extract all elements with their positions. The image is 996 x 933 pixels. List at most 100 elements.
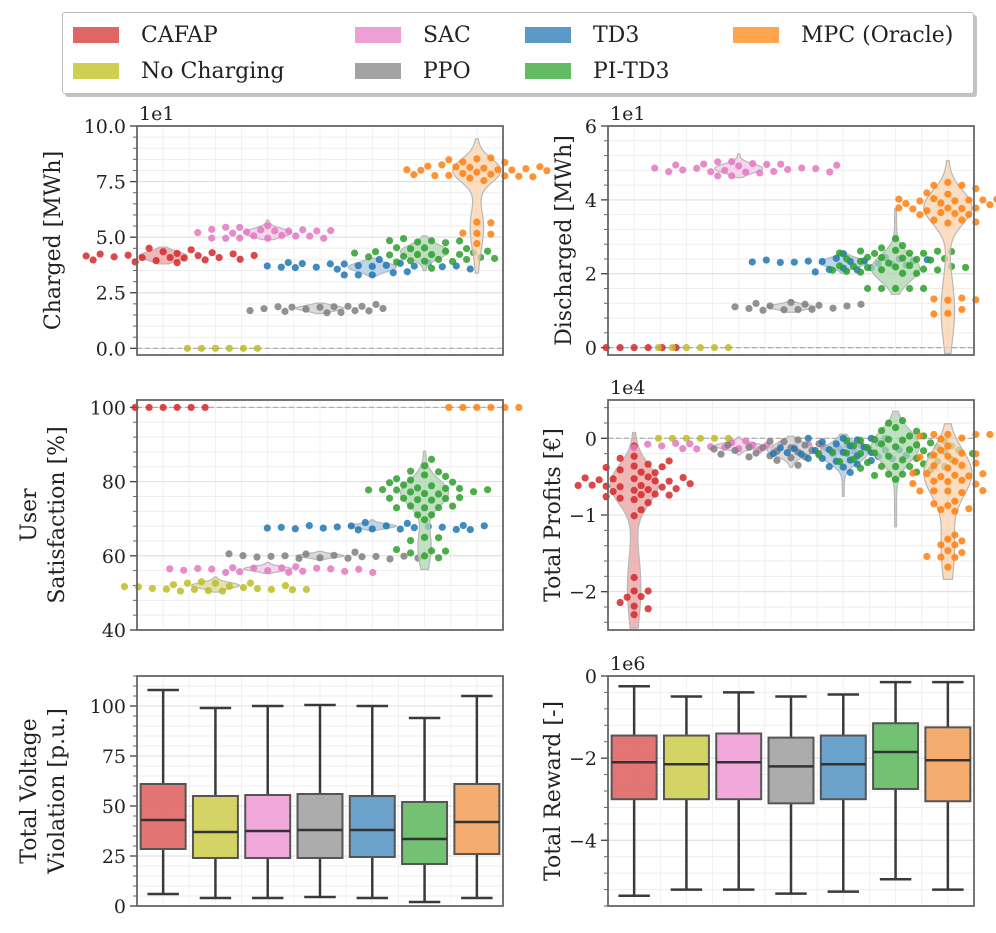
data-point [382, 261, 390, 269]
data-point [278, 231, 286, 239]
data-point [909, 469, 917, 477]
data-point [724, 441, 732, 449]
data-point [937, 553, 945, 561]
data-point [609, 475, 617, 483]
data-point [686, 440, 694, 448]
data-point [710, 344, 719, 352]
data-point [937, 446, 945, 454]
data-point [420, 489, 429, 498]
data-point [197, 344, 206, 352]
data-point [658, 442, 666, 450]
data-point [480, 522, 488, 530]
data-point [944, 204, 952, 212]
y-tick-label: 0 [585, 666, 597, 688]
data-point [679, 444, 687, 453]
data-point [898, 269, 907, 277]
data-point [281, 582, 290, 590]
data-point [644, 486, 652, 494]
data-point [588, 481, 596, 489]
box-6 [453, 783, 501, 855]
data-point [368, 525, 376, 533]
data-point [264, 234, 272, 242]
data-point [944, 464, 952, 472]
data-point [253, 584, 262, 593]
data-point [239, 584, 248, 592]
data-point [717, 450, 725, 458]
box-4 [819, 734, 867, 801]
data-point [828, 448, 837, 457]
data-point [448, 257, 457, 266]
data-point [958, 204, 966, 213]
y-axis-label-line: Discharged [MWh] [552, 135, 577, 346]
data-point [236, 223, 244, 232]
y-tick-label: −2 [569, 748, 597, 770]
data-point [445, 403, 453, 412]
data-point [399, 481, 408, 489]
data-point [239, 552, 247, 560]
data-point [473, 218, 481, 226]
data-point [856, 464, 865, 472]
data-point [134, 583, 143, 591]
box-1 [191, 795, 239, 859]
data-point [434, 503, 443, 512]
legend-item-pi-td3: PI-TD3 [525, 57, 669, 85]
y-axis-label: Total Reward [-] [541, 701, 566, 881]
data-point [637, 592, 645, 601]
data-point [180, 254, 188, 262]
data-point [944, 477, 952, 486]
data-point [787, 454, 795, 462]
data-point [490, 254, 499, 263]
data-point [459, 169, 467, 178]
data-point [630, 452, 638, 460]
data-point [392, 504, 401, 512]
data-point [285, 568, 293, 576]
data-point [630, 587, 638, 595]
data-point [487, 230, 495, 238]
legend-item-no-charging: No Charging [73, 57, 285, 85]
y-tick-label: 75 [102, 746, 126, 768]
data-point [721, 166, 729, 175]
data-point [811, 268, 819, 276]
data-point [654, 434, 663, 442]
data-point [277, 523, 285, 531]
data-point [891, 284, 900, 293]
data-point [434, 554, 443, 562]
data-point [427, 496, 436, 504]
data-point [696, 434, 705, 442]
data-point [166, 565, 174, 573]
data-point [863, 253, 872, 261]
data-point [264, 222, 272, 230]
data-point [369, 568, 377, 577]
data-point [801, 300, 809, 308]
data-point [944, 442, 952, 450]
data-point [870, 449, 879, 457]
axes-frame [136, 399, 504, 631]
data-point [856, 436, 865, 444]
scale-label: 1e1 [139, 103, 174, 125]
data-point [406, 549, 415, 557]
data-point [616, 454, 624, 462]
data-point [884, 419, 893, 427]
data-point [211, 344, 220, 352]
panel-profits: −2 −1 0 1e4 Total Profits [€] [541, 377, 994, 631]
data-point [909, 205, 917, 213]
data-point [672, 439, 680, 447]
data-point [413, 238, 422, 246]
data-point [236, 568, 244, 576]
data-point [316, 554, 324, 562]
y-tick-label: 0 [585, 428, 597, 450]
data-point [958, 537, 966, 545]
data-point [371, 248, 380, 256]
data-point [919, 284, 928, 293]
data-point [288, 303, 296, 311]
data-point [466, 526, 474, 534]
data-point [431, 171, 439, 180]
data-point [187, 403, 195, 412]
data-point [159, 403, 167, 412]
data-point [448, 478, 457, 486]
y-tick-label: 2 [585, 264, 597, 286]
data-point [891, 443, 900, 451]
data-point [630, 602, 638, 610]
data-point [630, 475, 638, 483]
data-point [937, 199, 945, 207]
